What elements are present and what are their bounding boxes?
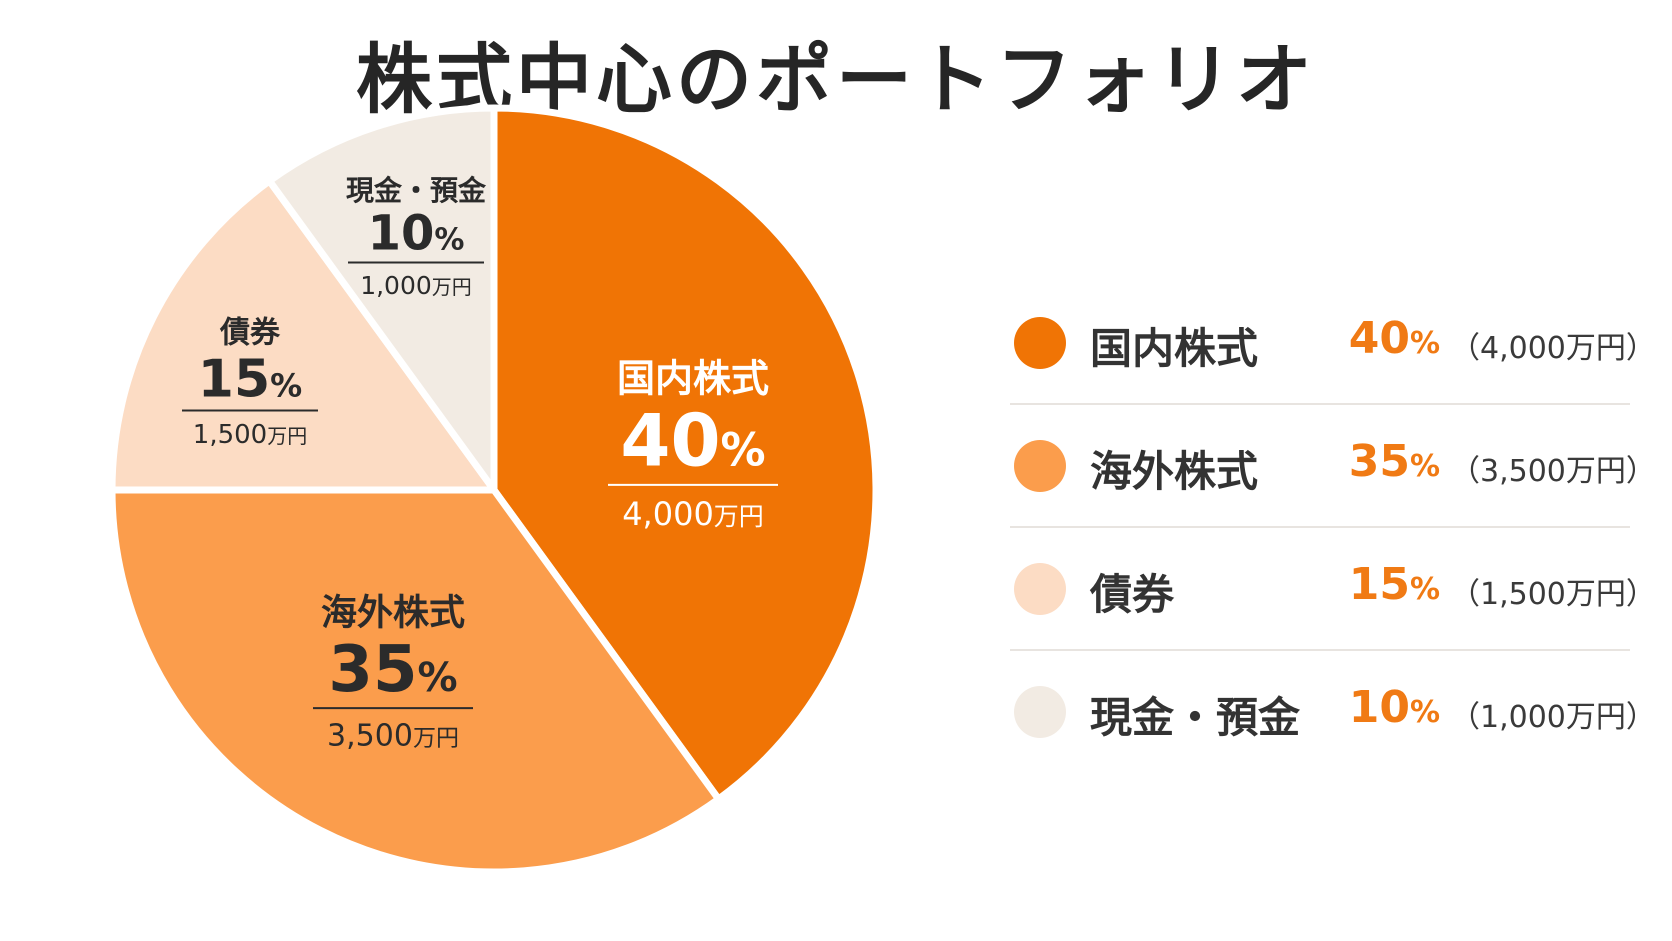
- legend-amount: （1,000万円）: [1450, 700, 1656, 735]
- legend-label: 現金・預金: [1090, 693, 1301, 742]
- slice-amount-label: 4,000万円: [622, 495, 764, 533]
- legend-amount: （4,000万円）: [1450, 331, 1656, 366]
- legend-percent: 15%: [1348, 559, 1440, 610]
- slice-name-label: 現金・預金: [346, 174, 487, 207]
- legend-item-foreign-stocks: 海外株式 35% （3,500万円）: [1010, 405, 1656, 528]
- legend-label: 海外株式: [1090, 447, 1259, 496]
- pie-slice: [490, 104, 880, 803]
- slice-name-label: 国内株式: [617, 356, 769, 400]
- legend-percent: 10%: [1348, 682, 1440, 733]
- slice-amount-label: 1,500万円: [193, 420, 307, 450]
- slice-percent-label: 10%: [368, 206, 465, 262]
- slice-amount-label: 1,000万円: [360, 271, 472, 300]
- pie-slice: [265, 104, 498, 494]
- legend-swatch: [1014, 686, 1066, 738]
- legend-percent: 40%: [1348, 313, 1440, 364]
- legend-swatch: [1014, 563, 1066, 615]
- pie-slice: [108, 177, 498, 494]
- slice-amount-label: 3,500万円: [327, 719, 459, 754]
- legend-amount: （3,500万円）: [1450, 454, 1656, 489]
- legend-swatch: [1014, 317, 1066, 369]
- legend-amount: （1,500万円）: [1450, 577, 1656, 612]
- slice-percent-label: 40%: [620, 398, 765, 482]
- legend-label: 国内株式: [1090, 324, 1259, 373]
- slice-percent-label: 35%: [328, 633, 457, 707]
- legend: 国内株式 40% （4,000万円） 海外株式 35% （3,500万円） 債券…: [1010, 282, 1656, 772]
- legend-label: 債券: [1090, 570, 1175, 619]
- legend-swatch: [1014, 440, 1066, 492]
- legend-item-bonds: 債券 15% （1,500万円）: [1010, 528, 1656, 651]
- slice-name-label: 海外株式: [321, 593, 465, 634]
- slice-name-label: 債券: [219, 316, 281, 351]
- legend-item-cash: 現金・預金 10% （1,000万円）: [1010, 651, 1656, 772]
- slice-percent-label: 15%: [198, 349, 302, 409]
- legend-percent: 35%: [1348, 436, 1440, 487]
- legend-item-domestic-stocks: 国内株式 40% （4,000万円）: [1010, 282, 1656, 405]
- pie-slice: [108, 486, 723, 876]
